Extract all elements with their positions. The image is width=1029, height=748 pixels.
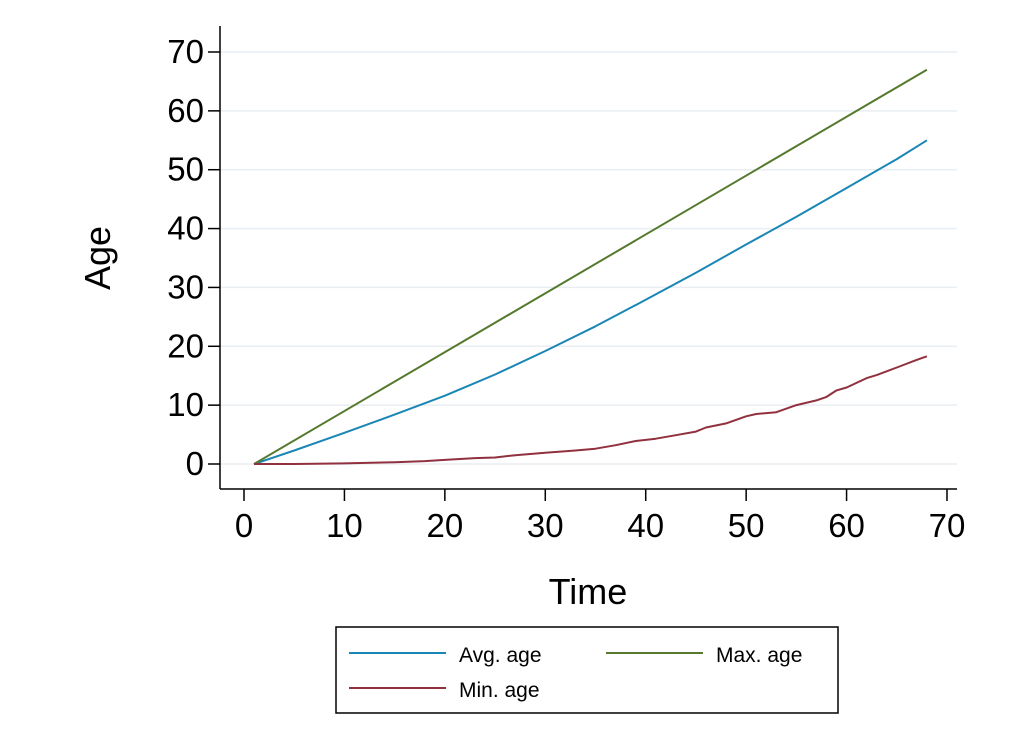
legend-box (335, 626, 839, 714)
y-tick-label-60: 60 (167, 92, 204, 129)
y-tick-label-20: 20 (167, 327, 204, 364)
grid-lines (220, 51, 957, 465)
y-axis-ticks: 0 10 20 30 40 50 60 70 (167, 33, 220, 482)
y-tick-label-50: 50 (167, 151, 204, 188)
x-tick-label-60: 60 (828, 507, 865, 544)
legend-label-min-age: Min. age (459, 679, 540, 702)
x-tick-label-0: 0 (235, 507, 253, 544)
legend-label-avg-age: Avg. age (459, 644, 542, 667)
series-lines (253, 68, 928, 465)
series-line-min-age (254, 355, 928, 465)
x-tick-label-40: 40 (627, 507, 664, 544)
series-line-avg-age (253, 139, 928, 465)
y-tick-label-10: 10 (167, 386, 204, 423)
x-tick-label-10: 10 (326, 507, 363, 544)
x-axis-title: Time (549, 571, 628, 612)
y-tick-label-70: 70 (167, 33, 204, 70)
x-tick-label-70: 70 (929, 507, 966, 544)
x-tick-label-20: 20 (426, 507, 463, 544)
y-tick-label-0: 0 (186, 445, 204, 482)
legend: Avg. age Max. age Min. age (335, 626, 839, 714)
x-tick-label-50: 50 (728, 507, 765, 544)
x-axis-ticks: 0 10 20 30 40 50 60 70 (235, 489, 966, 544)
y-axis-title: Age (77, 226, 118, 290)
x-tick-label-30: 30 (527, 507, 564, 544)
legend-label-max-age: Max. age (716, 644, 802, 667)
series-line-max-age (253, 68, 928, 465)
y-tick-label-40: 40 (167, 210, 204, 247)
y-tick-label-30: 30 (167, 268, 204, 305)
